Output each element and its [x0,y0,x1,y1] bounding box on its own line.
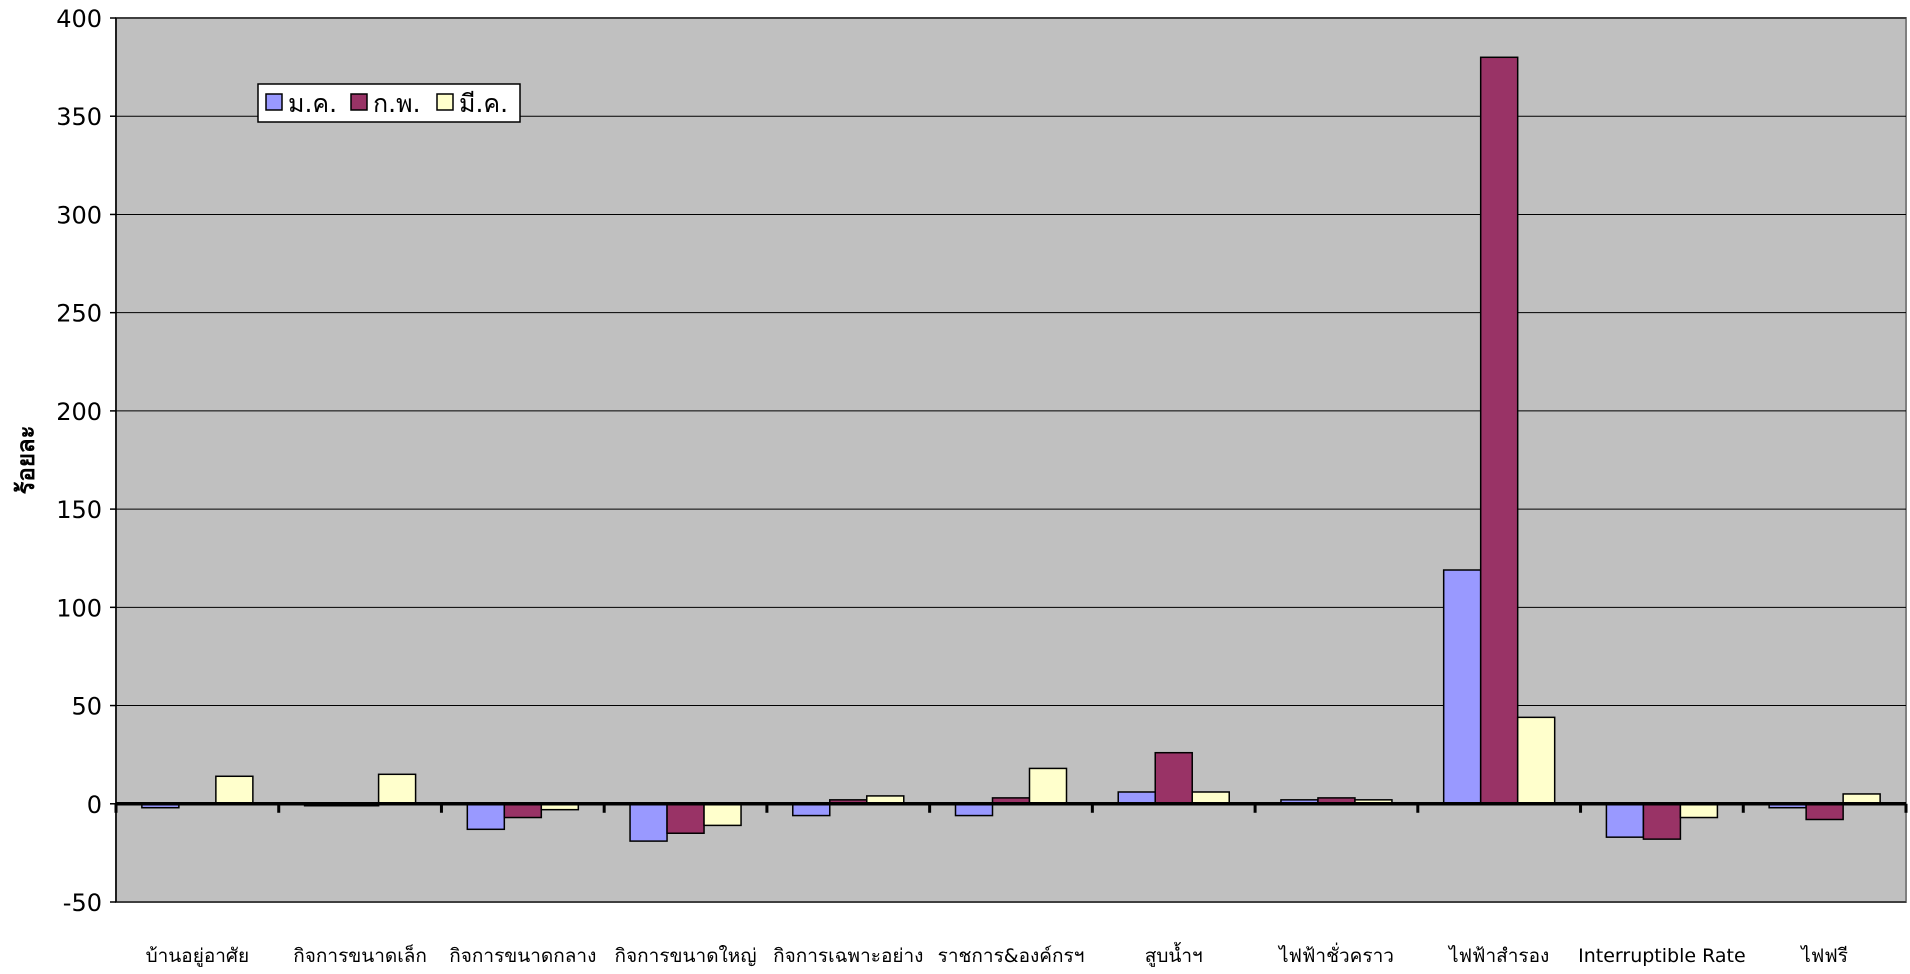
x-tick-label: ไฟฟรี [1799,945,1848,967]
bar-2-9 [1479,56,1519,805]
x-tick-label: ราชการ&องค์กรฯ [938,945,1085,967]
bar-2-10 [1642,803,1682,840]
y-tick-label: 150 [56,496,102,524]
bar-2-3 [503,803,543,819]
gridlines [116,17,1906,903]
x-tick-label: กิจการขนาดกลาง [449,945,596,967]
bar-3-2 [377,773,417,805]
x-tick-label: กิจการขนาดใหญ่ [615,945,757,967]
x-tick-label: บ้านอยู่อาศัย [146,945,250,967]
y-axis: -50 0 50 100 150 200 250 300 350 400 [56,5,117,917]
bar-1-6 [954,803,994,817]
bar-1-4 [629,803,668,842]
y-tick-label: 350 [56,103,102,131]
bar-1-7 [1117,791,1156,805]
bar-1-10 [1605,803,1645,838]
y-tick-label: 300 [56,201,102,229]
y-tick-label: 50 [71,693,102,721]
x-tick-label: กิจการเฉพาะอย่าง [773,945,923,967]
legend-label: ม.ค. [288,89,337,118]
legend-label: มี.ค. [459,89,508,118]
bar-1-9 [1442,569,1482,805]
y-tick-label: 200 [56,398,102,426]
x-tick-label: ไฟฟ้าสำรอง [1447,945,1549,967]
plot-area [115,17,1907,903]
x-tick-label: Interruptible Rate [1578,945,1746,967]
bar-2-11 [1805,803,1844,821]
legend-swatch [265,93,283,111]
legend-label: ก.พ. [373,89,421,118]
legend-swatch [350,93,368,111]
bar-1-3 [466,803,506,831]
y-tick-label: 100 [56,594,102,622]
bar-2-7 [1154,751,1193,805]
bar-3-4 [703,803,742,827]
bar-1-5 [792,803,831,817]
bar-3-1 [215,775,254,805]
bar-2-4 [666,803,705,834]
x-tick-label: กิจการขนาดเล็ก [293,943,427,967]
bar-3-7 [1191,791,1230,805]
x-tick-label: สูบน้ำฯ [1145,942,1203,967]
y-axis-label: ร้อยละ [12,426,40,495]
x-axis: บ้านอยู่อาศัย กิจการขนาดเล็ก กิจการขนาดกลา… [114,802,1908,967]
bar-3-6 [1028,767,1068,805]
x-tick-label: ไฟฟ้าชั่วคราว [1277,942,1394,967]
y-tick-label: 0 [87,791,102,819]
legend-box [257,83,521,123]
bar-3-9 [1516,716,1556,805]
legend: ม.ค. ก.พ. มี.ค. [257,83,521,123]
legend-swatch [436,93,454,111]
y-tick-label: -50 [63,889,102,917]
bar-3-10 [1679,803,1719,819]
y-tick-label: 250 [56,300,102,328]
y-tick-label: 400 [56,5,102,33]
